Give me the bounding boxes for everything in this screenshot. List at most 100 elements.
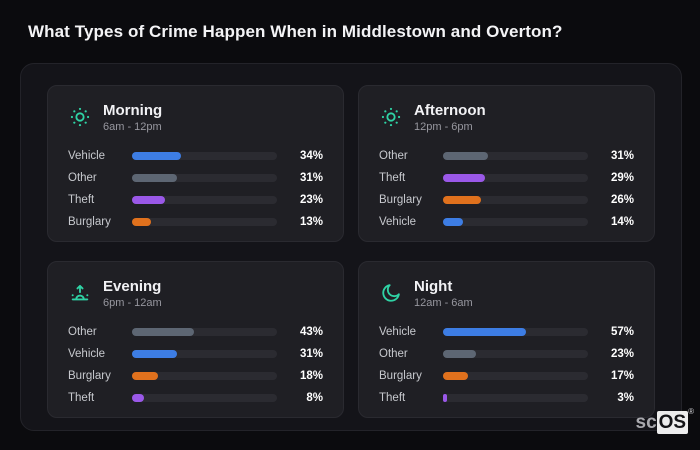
card-title: Afternoon: [414, 101, 486, 119]
bar-fill: [132, 218, 151, 226]
bar-value: 31%: [299, 348, 323, 360]
bar-label: Theft: [68, 194, 95, 206]
bar-fill: [132, 372, 159, 380]
sun-icon: [379, 106, 403, 128]
bar-label: Theft: [379, 392, 406, 404]
bar-value: 17%: [610, 370, 634, 382]
bar-track: [443, 394, 588, 402]
bar-track: [132, 350, 277, 358]
bar-rows: Other 43% Vehicle 31% Burglary 18% Theft 8%: [68, 321, 323, 409]
bar-track: [443, 196, 588, 204]
bar-value: 31%: [610, 150, 634, 162]
bar-label: Theft: [379, 172, 406, 184]
bar-label: Vehicle: [68, 150, 106, 162]
bar-value: 23%: [610, 348, 634, 360]
moon-icon: [379, 282, 403, 304]
bar-row: Other 23%: [379, 343, 634, 365]
bar-row: Burglary 26%: [379, 189, 634, 211]
bar-label: Other: [68, 172, 97, 184]
bar-fill: [443, 394, 448, 402]
bar-rows: Vehicle 57% Other 23% Burglary 17% Theft 3%: [379, 321, 634, 409]
bar-track: [443, 152, 588, 160]
bar-row: Other 31%: [68, 167, 323, 189]
bar-row: Vehicle 57%: [379, 321, 634, 343]
bar-value: 13%: [299, 216, 323, 228]
bar-label: Vehicle: [68, 348, 106, 360]
bar-fill: [132, 174, 177, 182]
bar-track: [132, 152, 277, 160]
card-night: Night 12am - 6am Vehicle 57% Other 23% Burgl…: [358, 261, 655, 418]
bar-track: [132, 196, 277, 204]
bar-fill: [132, 196, 166, 204]
watermark-suffix: OS: [656, 411, 689, 434]
bar-row: Vehicle 31%: [68, 343, 323, 365]
bar-row: Burglary 13%: [68, 211, 323, 233]
bar-row: Vehicle 34%: [68, 145, 323, 167]
bar-fill: [132, 328, 195, 336]
bar-fill: [443, 350, 477, 358]
bar-track: [443, 328, 588, 336]
bar-track: [132, 394, 277, 402]
bar-row: Burglary 17%: [379, 365, 634, 387]
card-titles: Night 12am - 6am: [414, 278, 473, 309]
bar-label: Other: [379, 150, 408, 162]
card-morning: Morning 6am - 12pm Vehicle 34% Other 31% The…: [47, 85, 344, 242]
card-titles: Morning 6am - 12pm: [103, 102, 162, 133]
bar-label: Vehicle: [379, 216, 417, 228]
bar-label: Theft: [68, 392, 95, 404]
card-title: Evening: [103, 277, 162, 295]
card-titles: Afternoon 12pm - 6pm: [414, 102, 486, 133]
bar-row: Theft 23%: [68, 189, 323, 211]
card-subtitle: 6am - 12pm: [103, 120, 162, 133]
bar-row: Other 31%: [379, 145, 634, 167]
card-title: Night: [414, 277, 453, 295]
card-header: Night 12am - 6am: [379, 273, 634, 313]
bar-track: [132, 218, 277, 226]
bar-value: 34%: [299, 150, 323, 162]
bar-value: 3%: [617, 392, 634, 404]
bar-track: [443, 174, 588, 182]
bar-value: 31%: [299, 172, 323, 184]
bar-value: 18%: [299, 370, 323, 382]
bar-rows: Other 31% Theft 29% Burglary 26% Vehicle 14%: [379, 145, 634, 233]
bar-fill: [132, 394, 144, 402]
bar-label: Burglary: [379, 194, 422, 206]
bar-label: Vehicle: [379, 326, 417, 338]
bar-row: Theft 8%: [68, 387, 323, 409]
cards-grid: Morning 6am - 12pm Vehicle 34% Other 31% The…: [21, 64, 681, 430]
bar-fill: [443, 328, 526, 336]
card-titles: Evening 6pm - 12am: [103, 278, 162, 309]
registered-icon: ®: [688, 407, 694, 416]
bar-value: 14%: [610, 216, 634, 228]
bar-row: Theft 29%: [379, 167, 634, 189]
bar-fill: [443, 152, 488, 160]
bar-value: 43%: [299, 326, 323, 338]
sunset-icon: [68, 282, 92, 304]
bar-label: Burglary: [68, 370, 111, 382]
bar-row: Theft 3%: [379, 387, 634, 409]
bar-fill: [132, 152, 182, 160]
card-title: Morning: [103, 101, 163, 119]
bar-label: Other: [379, 348, 408, 360]
bar-value: 57%: [610, 326, 634, 338]
bar-label: Burglary: [68, 216, 111, 228]
bar-fill: [443, 218, 464, 226]
bar-track: [443, 218, 588, 226]
sun-icon: [68, 106, 92, 128]
card-afternoon: Afternoon 12pm - 6pm Other 31% Theft 29% Bur…: [358, 85, 655, 242]
bar-value: 26%: [610, 194, 634, 206]
bar-fill: [443, 174, 486, 182]
bar-value: 8%: [306, 392, 323, 404]
bar-track: [443, 350, 588, 358]
bar-row: Burglary 18%: [68, 365, 323, 387]
card-subtitle: 12pm - 6pm: [414, 120, 473, 133]
scos-watermark: sc OS®: [636, 407, 694, 434]
bar-label: Burglary: [379, 370, 422, 382]
cards-panel: Morning 6am - 12pm Vehicle 34% Other 31% The…: [20, 63, 682, 431]
bar-fill: [132, 350, 177, 358]
bar-row: Vehicle 14%: [379, 211, 634, 233]
page-title: What Types of Crime Happen When in Middl…: [28, 22, 563, 41]
bar-track: [132, 174, 277, 182]
card-header: Morning 6am - 12pm: [68, 97, 323, 137]
